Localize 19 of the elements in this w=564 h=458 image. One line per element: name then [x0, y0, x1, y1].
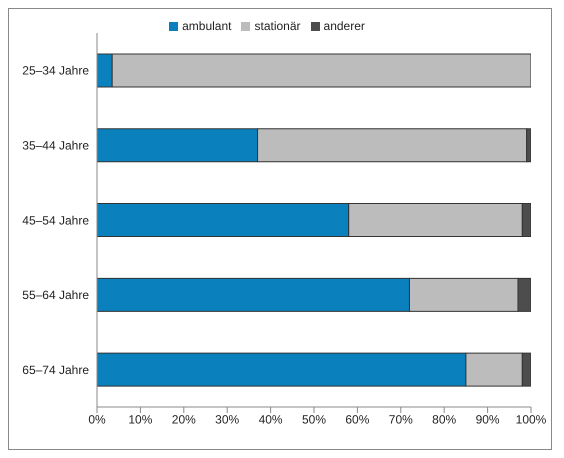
x-tick-label: 20%	[172, 412, 196, 427]
y-tick-label: 45–54 Jahre	[22, 213, 90, 228]
legend-label: stationär	[254, 19, 301, 33]
legend-label: anderer	[324, 19, 365, 33]
x-tick-label: 50%	[302, 412, 326, 427]
y-tick-label: 25–34 Jahre	[22, 64, 90, 78]
y-tick-label: 65–74 Jahre	[22, 362, 90, 377]
x-tick-label: 0%	[88, 412, 106, 427]
y-tick-label: 55–64 Jahre	[22, 288, 90, 302]
legend-label: ambulant	[182, 19, 232, 33]
y-tick-label: 35–44 Jahre	[22, 138, 90, 152]
x-tick-label: 100%	[516, 412, 547, 427]
x-tick-label: 30%	[215, 412, 240, 427]
x-tick-label: 80%	[432, 412, 457, 427]
x-tick-label: 40%	[258, 412, 283, 427]
x-tick-label: 10%	[128, 412, 153, 427]
x-tick-label: 70%	[388, 412, 414, 427]
x-tick-label: 90%	[476, 412, 500, 427]
x-tick-label: 60%	[345, 412, 370, 427]
